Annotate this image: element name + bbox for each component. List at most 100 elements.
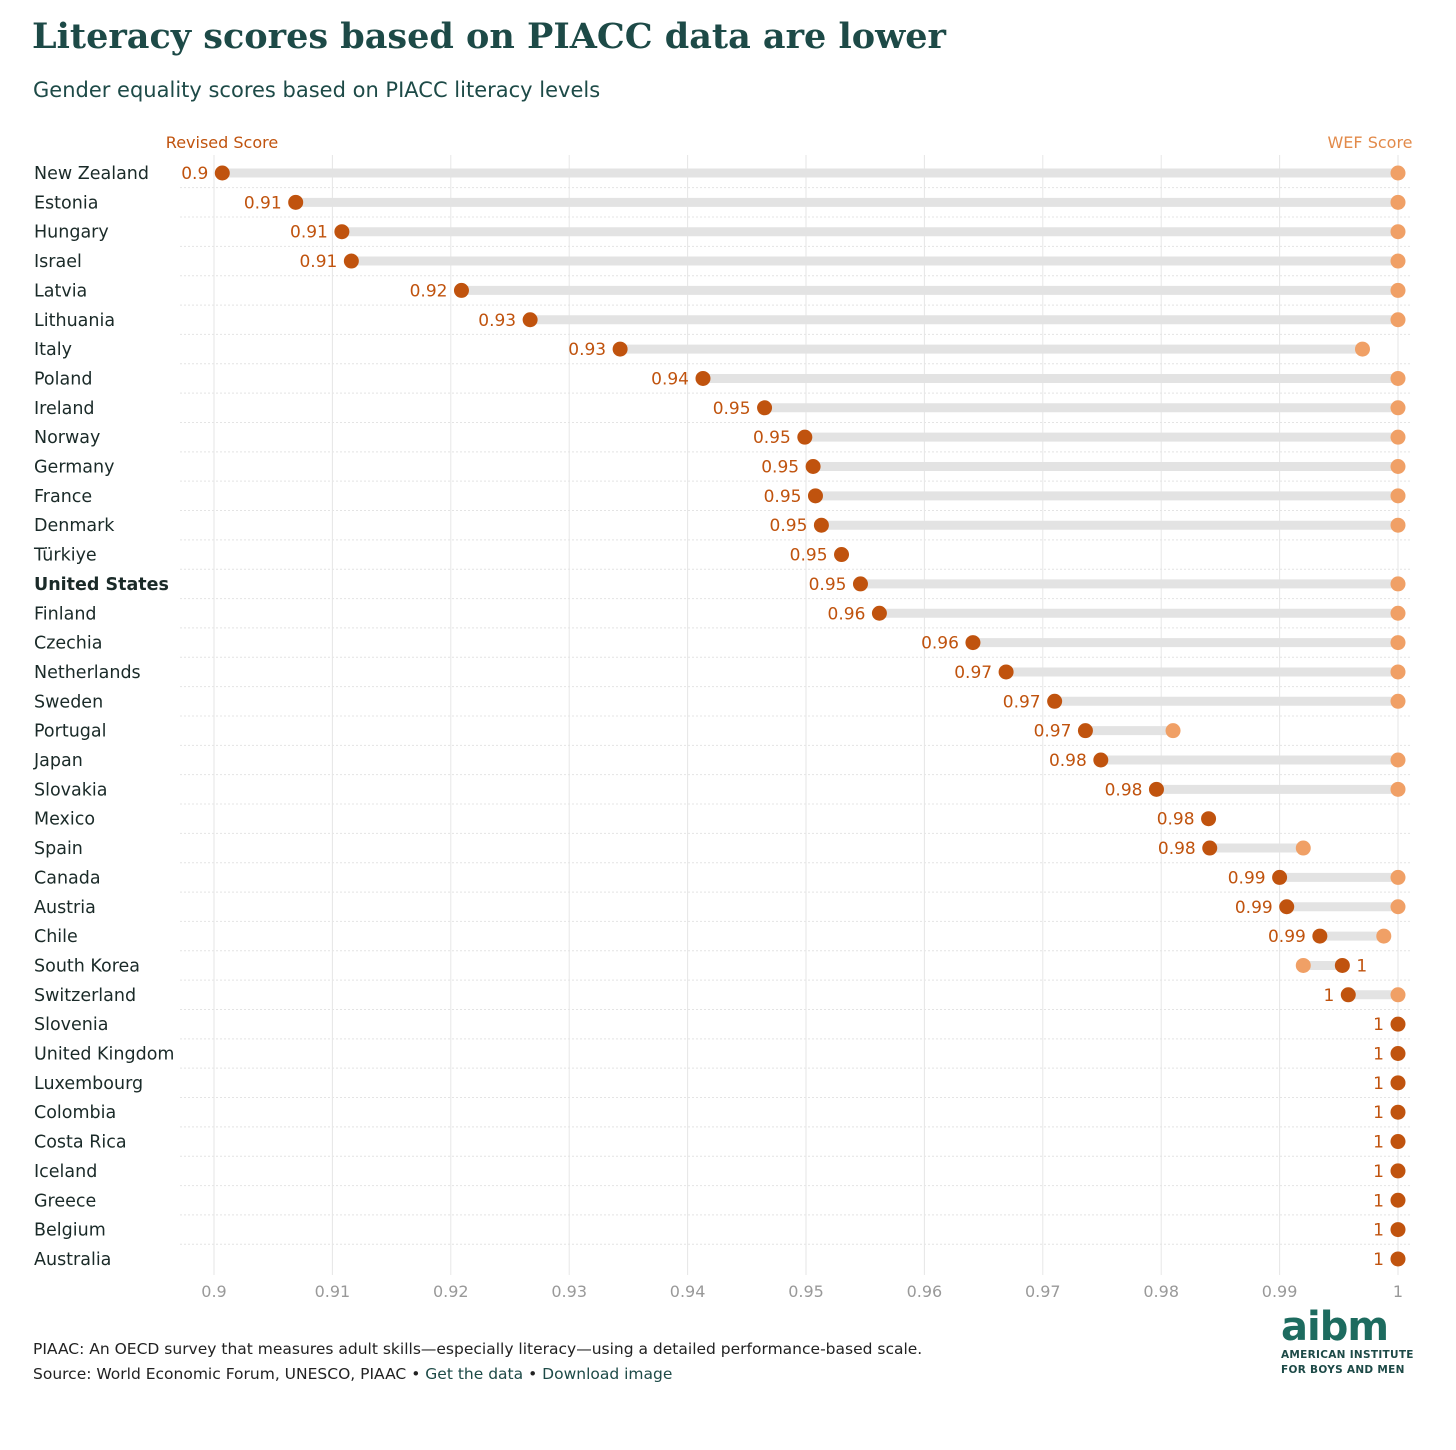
revised-score-dot (288, 194, 304, 210)
source-text: Source: World Economic Forum, UNESCO, PI… (33, 1365, 407, 1383)
revised-score-dot (1279, 899, 1295, 915)
wef-score-dot (1390, 370, 1406, 386)
revised-value-label: 0.92 (410, 281, 448, 301)
wef-score-dot (1390, 429, 1406, 445)
x-tick-label: 0.9 (201, 1282, 226, 1301)
revised-value-label: 0.98 (1105, 780, 1143, 800)
revised-value-label: 0.93 (478, 311, 516, 331)
revised-value-label: 1 (1373, 1221, 1384, 1241)
revised-value-label: 0.98 (1158, 839, 1196, 859)
revised-score-dot (214, 165, 230, 181)
revised-score-dot (1390, 1222, 1406, 1238)
country-label: Finland (34, 604, 97, 624)
revised-value-label: 0.93 (568, 340, 606, 360)
country-label: Czechia (34, 634, 102, 654)
country-label: South Korea (34, 956, 140, 976)
country-label: Portugal (34, 722, 106, 742)
country-label: Ireland (34, 399, 95, 419)
logo-line-1: AMERICAN INSTITUTE (1281, 1349, 1414, 1361)
revised-score-dot (797, 429, 813, 445)
wef-score-dot (1376, 928, 1392, 944)
wef-score-dot (1295, 840, 1311, 856)
revised-score-dot (522, 312, 538, 328)
wef-score-dot (1390, 194, 1406, 210)
revised-score-dot (807, 488, 823, 504)
revised-score-dot (1047, 693, 1063, 709)
country-label: Lithuania (34, 311, 115, 331)
revised-value-label: 0.95 (764, 487, 802, 507)
country-label: Italy (34, 340, 72, 360)
x-tick-label: 1 (1393, 1282, 1403, 1301)
wef-score-dot (1390, 224, 1406, 240)
x-tick-label: 0.96 (907, 1282, 943, 1301)
revised-score-dot (453, 282, 469, 298)
revised-value-label: 1 (1373, 1133, 1384, 1153)
wef-score-dot (1390, 752, 1406, 768)
revised-score-dot (965, 635, 981, 651)
wef-score-dot (1390, 517, 1406, 533)
revised-value-label: 0.9 (181, 164, 208, 184)
wef-score-dot (1390, 400, 1406, 416)
revised-score-dot (852, 576, 868, 592)
footer-note: PIAAC: An OECD survey that measures adul… (33, 1340, 923, 1358)
revised-score-dot (757, 400, 773, 416)
wef-score-dot (1354, 341, 1370, 357)
chart-subtitle: Gender equality scores based on PIACC li… (33, 78, 601, 102)
wef-score-dot (1390, 576, 1406, 592)
country-label: Norway (34, 428, 100, 448)
revised-value-label: 0.95 (809, 575, 847, 595)
country-label: Belgium (34, 1221, 106, 1241)
x-tick-label: 0.94 (670, 1282, 706, 1301)
country-label: Slovenia (34, 1015, 108, 1035)
wef-score-dot (1165, 723, 1181, 739)
wef-score-dot (1390, 282, 1406, 298)
separator: • (411, 1365, 421, 1383)
revised-value-label: 0.97 (1003, 692, 1041, 712)
country-label: Japan (33, 751, 83, 771)
get-data-link[interactable]: Get the data (425, 1365, 524, 1383)
wef-score-dot (1390, 693, 1406, 709)
revised-value-label: 0.95 (713, 399, 751, 419)
dumbbell-chart: 0.9 0.91 0.92 0.93 0.94 0.95 0.96 0.97 0.98 0.99 1… (33, 133, 1413, 1301)
country-label: Colombia (34, 1103, 116, 1123)
revised-value-label: 1 (1323, 986, 1334, 1006)
revised-value-label: 0.96 (828, 604, 866, 624)
revised-value-label: 0.95 (761, 458, 799, 478)
country-label: Germany (34, 458, 114, 478)
country-label: Netherlands (34, 663, 141, 683)
revised-value-label: 0.95 (790, 546, 828, 566)
country-label: Switzerland (34, 986, 136, 1006)
country-label: Mexico (34, 810, 95, 830)
revised-value-label: 1 (1373, 1250, 1384, 1270)
country-label: New Zealand (34, 164, 149, 184)
revised-score-dot (1340, 987, 1356, 1003)
revised-value-label: 0.91 (244, 193, 282, 213)
revised-score-dot (1272, 869, 1288, 885)
wef-score-dot (1390, 253, 1406, 269)
country-label: Canada (34, 868, 101, 888)
revised-value-label: 0.97 (954, 663, 992, 683)
revised-score-dot (834, 547, 850, 563)
wef-score-dot (1390, 459, 1406, 474)
revised-score-dot (1390, 1075, 1406, 1091)
revised-score-dot (1148, 781, 1164, 797)
wef-score-dot (1390, 869, 1406, 885)
revised-score-dot (1390, 1104, 1406, 1120)
x-tick-label: 0.93 (551, 1282, 587, 1301)
wef-score-dot (1390, 781, 1406, 797)
x-tick-label: 0.91 (315, 1282, 351, 1301)
download-image-link[interactable]: Download image (542, 1365, 673, 1383)
revised-value-label: 0.98 (1157, 810, 1195, 830)
revised-value-label: 0.95 (770, 516, 808, 536)
country-label: Israel (34, 252, 82, 272)
revised-score-dot (1077, 723, 1093, 739)
revised-value-label: 1 (1373, 1191, 1384, 1211)
chart-title: Literacy scores based on PIACC data are … (32, 16, 946, 57)
wef-score-dot (1390, 165, 1406, 181)
revised-score-dot (998, 664, 1014, 680)
revised-score-dot (343, 253, 359, 269)
revised-value-label: 0.99 (1235, 898, 1273, 918)
revised-score-dot (695, 370, 711, 386)
revised-score-dot (1390, 1251, 1406, 1267)
logo-word: aibm (1281, 1304, 1389, 1350)
